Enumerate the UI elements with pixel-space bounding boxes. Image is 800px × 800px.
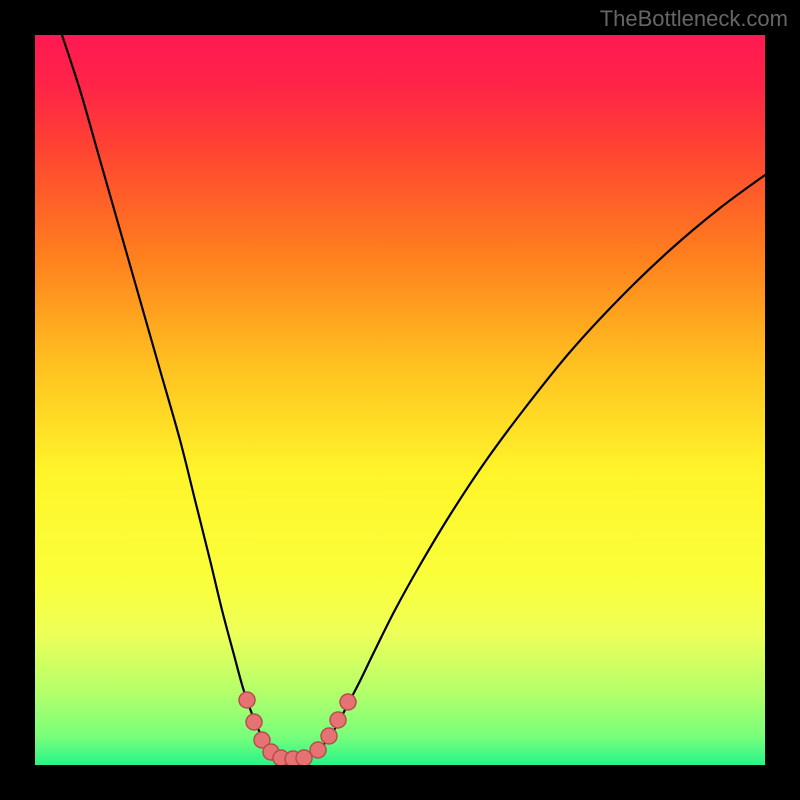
- marker-point: [321, 728, 337, 744]
- marker-point: [340, 694, 356, 710]
- marker-point: [310, 742, 326, 758]
- chart-container: TheBottleneck.com: [0, 0, 800, 800]
- watermark-text: TheBottleneck.com: [600, 6, 788, 32]
- marker-point: [239, 692, 255, 708]
- marker-point: [330, 712, 346, 728]
- marker-point: [246, 714, 262, 730]
- bottleneck-chart: [0, 0, 800, 800]
- plot-background: [35, 35, 765, 765]
